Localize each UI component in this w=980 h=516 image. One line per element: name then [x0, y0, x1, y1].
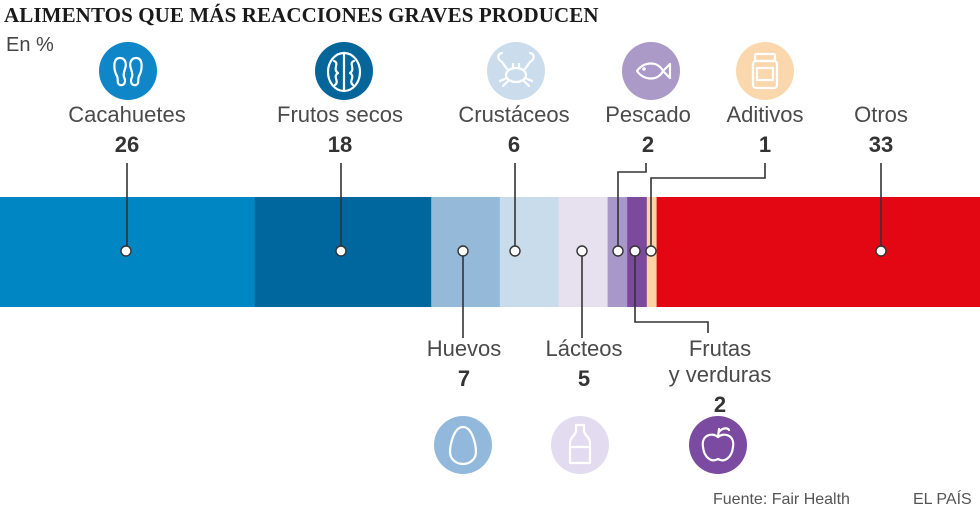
bar-segment-otros [656, 197, 980, 307]
milk-bottle-icon [551, 416, 609, 474]
walnut-icon [315, 42, 373, 100]
value-label-aditivos: 1 [759, 132, 771, 157]
chart-title: ALIMENTOS QUE MÁS REACCIONES GRAVES PROD… [4, 3, 599, 27]
fish-icon [622, 42, 680, 100]
value-label-crustaceos: 6 [508, 132, 520, 157]
marker-dot-crustaceos [509, 245, 521, 257]
category-label-pescado: Pescado [605, 102, 691, 127]
marker-dot-huevos [457, 245, 469, 257]
leader-line-pescado [617, 163, 647, 251]
category-label-otros: Otros [854, 102, 908, 127]
apple-icon [689, 416, 747, 474]
category-label-lacteos: Lácteos [545, 336, 622, 361]
category-label-crustaceos: Crustáceos [458, 102, 569, 127]
marker-dot-cacahuetes [120, 245, 132, 257]
leader-line-frutas-y-verduras [634, 251, 709, 333]
crab-icon [487, 42, 545, 100]
marker-dot-aditivos [645, 245, 657, 257]
category-label-huevos: Huevos [427, 336, 502, 361]
source-note: Fuente: Fair Health [713, 491, 850, 508]
value-label-otros: 33 [869, 132, 893, 157]
category-label-frutos-secos: Frutos secos [277, 102, 403, 127]
bar-segment-crustaceos [499, 197, 560, 307]
jar-icon [736, 42, 794, 100]
egg-icon [434, 416, 492, 474]
marker-dot-frutas-y-verduras [629, 245, 641, 257]
leader-line-aditivos [650, 163, 766, 251]
unit-label: En % [6, 34, 54, 56]
brand-credit: EL PAÍS [913, 491, 972, 508]
value-label-huevos: 7 [458, 366, 470, 391]
category-label-aditivos: Aditivos [726, 102, 803, 127]
feet-icon [99, 42, 157, 100]
marker-dot-otros [875, 245, 887, 257]
value-label-cacahuetes: 26 [115, 132, 139, 157]
value-label-pescado: 2 [642, 132, 654, 157]
marker-dot-pescado [612, 245, 624, 257]
value-label-lacteos: 5 [578, 366, 590, 391]
value-label-frutas-y-verduras: 2 [714, 392, 726, 417]
marker-dot-lacteos [576, 245, 588, 257]
value-label-frutos-secos: 18 [328, 132, 352, 157]
category-label-cacahuetes: Cacahuetes [68, 102, 185, 127]
marker-dot-frutos-secos [335, 245, 347, 257]
category-label-frutas-y-verduras: Frutas y verduras [669, 336, 772, 387]
